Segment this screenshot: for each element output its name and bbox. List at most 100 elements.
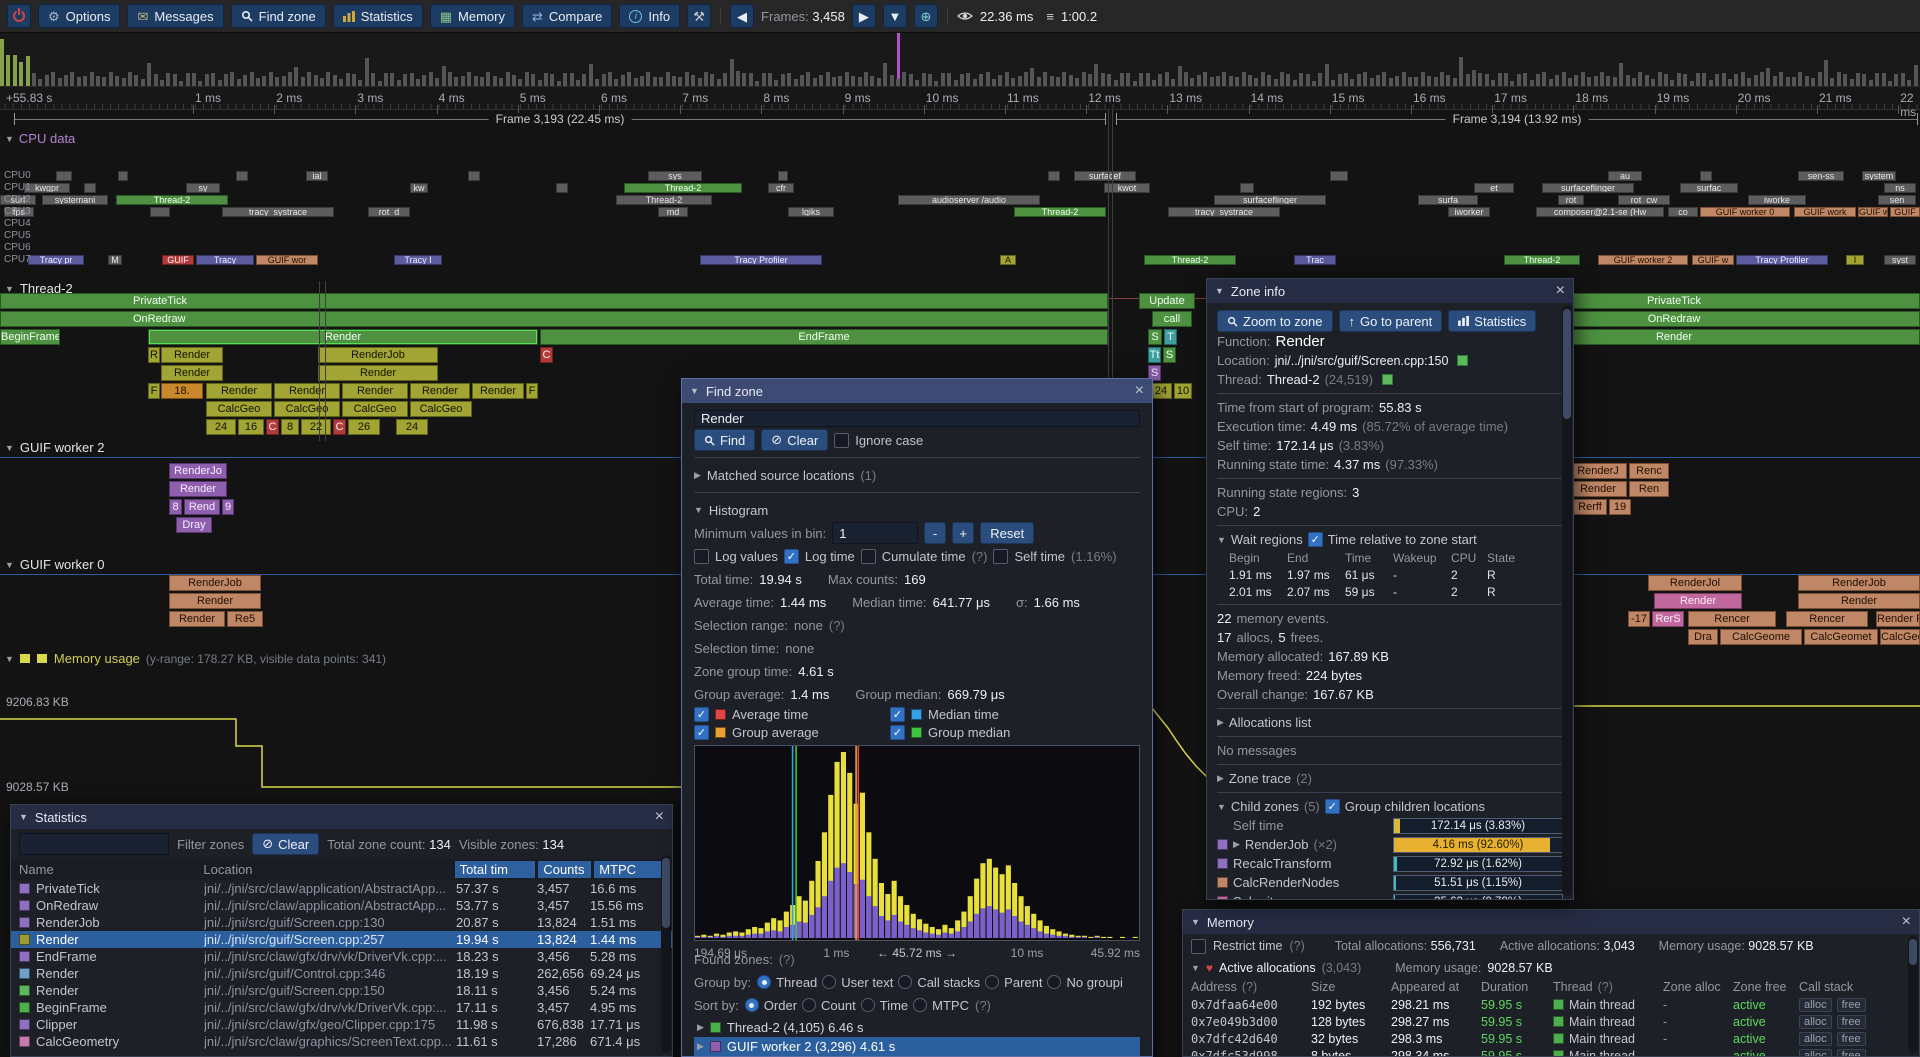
- timeline-zone[interactable]: CalcGeo: [206, 401, 272, 417]
- clear-search-button[interactable]: ⊘ Clear: [761, 429, 829, 451]
- timeline-zone[interactable]: Rend: [184, 499, 220, 515]
- goto-frame-button[interactable]: ⊕: [913, 4, 938, 28]
- timeline-zone[interactable]: Render: [169, 481, 227, 497]
- collapse-icon[interactable]: ▼: [1217, 534, 1226, 545]
- table-row[interactable]: Clipper jni/../jni/src/claw/gfx/geo/Clipp…: [11, 1016, 672, 1033]
- zone-group-row[interactable]: ▶ Thread-2 (4,105) 6.46 s: [694, 1018, 1140, 1037]
- timeline-zone[interactable]: Render: [274, 383, 340, 399]
- timeline-zone[interactable]: 9: [222, 499, 234, 515]
- timeline-zone[interactable]: call: [1152, 311, 1192, 327]
- timeline-zone[interactable]: RenderJ: [1569, 463, 1627, 479]
- table-row[interactable]: 0x7dfc53d998 8 bytes 298.34 ms 59.95 s Main …: [1183, 1047, 1919, 1056]
- column-zone-free[interactable]: Zone free: [1733, 980, 1787, 994]
- callstack-link[interactable]: alloc: [1799, 1031, 1832, 1046]
- power-button[interactable]: [7, 4, 31, 28]
- timeline-zone[interactable]: 24: [396, 419, 428, 435]
- cpu-segment[interactable]: lgiks: [788, 207, 834, 217]
- timeline-zone[interactable]: Ren: [1629, 481, 1669, 497]
- timeline-zone[interactable]: RerS: [1652, 611, 1684, 627]
- callstack-link[interactable]: free: [1836, 1014, 1866, 1029]
- timeline-zone[interactable]: CalcGeo: [1880, 629, 1920, 645]
- cpu-segment[interactable]: Thread-2: [1504, 255, 1580, 265]
- cpu-segment[interactable]: GUIF w: [1692, 255, 1734, 265]
- cpu-segment[interactable]: ial: [306, 171, 328, 181]
- cpu-segment[interactable]: Thread-2: [624, 183, 742, 193]
- timeline-zone[interactable]: Render: [161, 365, 223, 381]
- timeline-zone[interactable]: Render: [1798, 593, 1920, 609]
- cpu-segment[interactable]: [468, 171, 480, 181]
- time-ruler[interactable]: +55.83 s 1 ms 2 ms 3 ms 4 ms 5 ms 6 ms 7 ms 8 m…: [0, 87, 1920, 119]
- cpu-segment[interactable]: Tracy Profiler: [1736, 255, 1828, 265]
- cpu-segment[interactable]: composer@2.1-se (Hw: [1536, 207, 1664, 217]
- options-button[interactable]: ⚙ Options: [38, 4, 121, 28]
- cpu-segment[interactable]: sen: [1878, 195, 1916, 205]
- help-icon[interactable]: (?): [778, 951, 795, 967]
- frame-menu-button[interactable]: ▼: [882, 4, 907, 28]
- timeline-zone[interactable]: Re5: [227, 611, 263, 627]
- collapse-icon[interactable]: ▼: [1215, 286, 1224, 296]
- column-counts[interactable]: Counts: [538, 861, 592, 878]
- cpu-segment[interactable]: Tracy I: [394, 255, 442, 265]
- frames-row[interactable]: Frame 3,193 (22.45 ms) Frame 3,194 (13.92…: [0, 110, 1920, 128]
- cpu-segment[interactable]: kwot: [1104, 183, 1150, 193]
- close-icon[interactable]: ×: [1555, 282, 1565, 299]
- timeline-zone[interactable]: 22: [301, 419, 331, 435]
- close-icon[interactable]: ×: [1901, 913, 1911, 930]
- timeline-zone[interactable]: S: [1148, 365, 1161, 381]
- help-icon[interactable]: (?): [974, 997, 991, 1013]
- timeline-zone[interactable]: Renc: [1629, 463, 1669, 479]
- collapse-icon[interactable]: ▼: [1217, 801, 1226, 812]
- timeline-zone[interactable]: S: [1163, 347, 1176, 363]
- cpu-segment[interactable]: md: [658, 207, 688, 217]
- cpu-segment[interactable]: [1330, 171, 1348, 181]
- toggle-checkbox[interactable]: [694, 548, 709, 564]
- child-zone-row[interactable]: RecalcTransform 72.92 μs (1.62%): [1217, 854, 1563, 873]
- clear-filter-button[interactable]: ⊘ Clear: [252, 833, 320, 855]
- cpu-segment[interactable]: sy: [186, 183, 220, 193]
- callstack-link[interactable]: free: [1836, 1048, 1866, 1056]
- cpu-segment[interactable]: GUIF: [162, 255, 194, 265]
- timeline-zone[interactable]: Rerff: [1573, 499, 1607, 515]
- timeline-zone[interactable]: C: [333, 419, 346, 435]
- cpu-segment[interactable]: GUIF: [1890, 207, 1920, 217]
- cpu-segment[interactable]: tracy_systrace: [1168, 207, 1280, 217]
- radio-button[interactable]: [985, 975, 1000, 989]
- expand-icon[interactable]: ▶: [1233, 839, 1240, 849]
- table-row[interactable]: OnRedraw jni/../jni/src/claw/application/…: [11, 897, 672, 914]
- timeline-zone[interactable]: 18.: [161, 383, 203, 399]
- cpu-segment[interactable]: surfacef: [1074, 171, 1136, 181]
- help-icon[interactable]: (?): [828, 617, 845, 633]
- callstack-link[interactable]: free: [1836, 997, 1866, 1012]
- column-total-time[interactable]: Total tim: [454, 861, 536, 878]
- cpu-segment[interactable]: sys: [648, 171, 702, 181]
- timeline-zone[interactable]: RenderJo: [169, 463, 227, 479]
- timeline-zone[interactable]: CalcGeo: [410, 401, 472, 417]
- filter-zones-input[interactable]: [19, 833, 169, 855]
- cpu-segment[interactable]: surfac: [1680, 183, 1738, 193]
- min-bin-input[interactable]: [832, 522, 919, 544]
- help-icon[interactable]: (?): [1289, 939, 1305, 953]
- radio-button[interactable]: [860, 998, 875, 1012]
- timeline-zone[interactable]: C: [540, 347, 553, 363]
- table-row[interactable]: BeginFrame jni/../jni/src/claw/gfx/drv/vk…: [11, 999, 672, 1016]
- timeline-zone[interactable]: BeginFrame: [0, 329, 60, 345]
- timeline-zone[interactable]: 26: [348, 419, 380, 435]
- group-children-checkbox[interactable]: ✓: [1324, 799, 1340, 814]
- toggle-checkbox[interactable]: [993, 548, 1009, 564]
- cpu-segment[interactable]: surfa: [1418, 195, 1478, 205]
- search-input[interactable]: [694, 410, 1140, 427]
- legend-checkbox[interactable]: ✓: [694, 707, 709, 722]
- scrollbar-thumb[interactable]: [1563, 309, 1571, 419]
- timeline-zone[interactable]: RenderJol: [1648, 575, 1742, 591]
- cpu-data-header[interactable]: ▼ CPU data: [5, 131, 75, 146]
- radio-button[interactable]: [1047, 975, 1062, 989]
- frame-marker[interactable]: Frame 3,194 (13.92 ms): [1116, 113, 1918, 125]
- cpu-segment[interactable]: M: [108, 255, 122, 265]
- cpu-segment[interactable]: GUIF work: [1794, 207, 1856, 217]
- collapse-icon[interactable]: ▼: [5, 283, 14, 294]
- timeline-zone[interactable]: CalcGeo: [342, 401, 408, 417]
- timeline-zone[interactable]: F: [148, 383, 160, 399]
- collapse-icon[interactable]: ▼: [1191, 917, 1200, 927]
- timeline-zone[interactable]: Render: [206, 383, 272, 399]
- table-row[interactable]: 0x7e049b3d00 128 bytes 298.27 ms 59.95 s Mai…: [1183, 1013, 1919, 1030]
